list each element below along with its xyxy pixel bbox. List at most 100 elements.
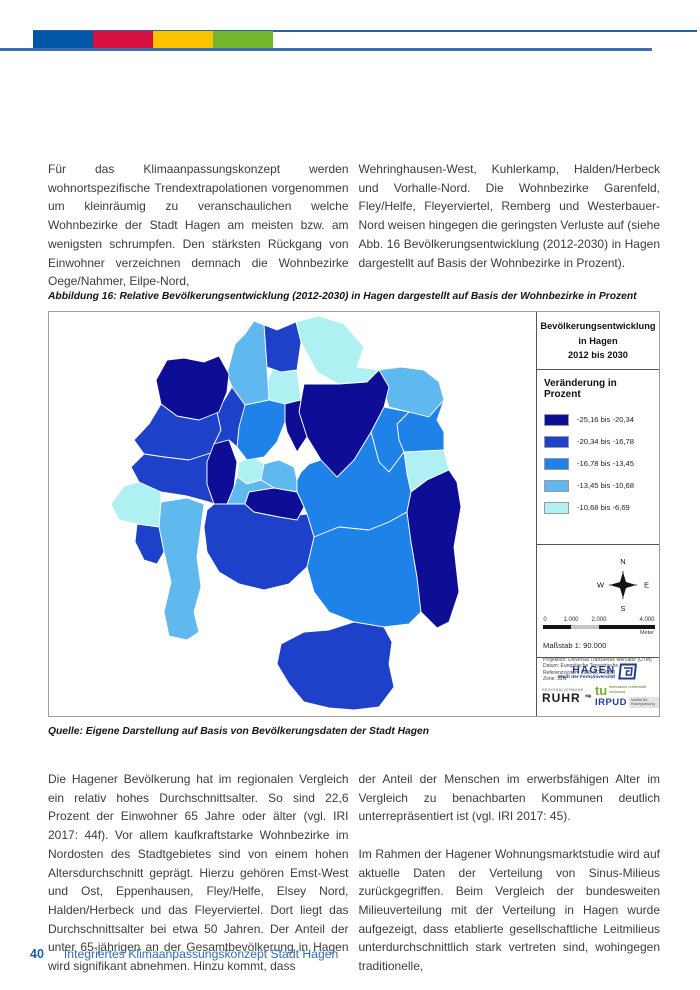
legend-swatch (544, 413, 569, 426)
figure-map: Bevölkerungsentwicklung in Hagen 2012 bi… (48, 311, 660, 717)
district-polygon (206, 439, 238, 505)
logo-section: HAGEN Stadt der FernUniversität REGIONAL… (537, 658, 659, 716)
projection-line: Projektion: Universal Transverse Mercato… (543, 656, 652, 663)
color-block-yellow (153, 31, 213, 48)
color-block-blue (33, 31, 93, 48)
header-rule (0, 48, 652, 51)
hagen-logo: HAGEN Stadt der FernUniversität (537, 663, 659, 681)
scale-ticks: 0 1.000 2.000 4.000 (543, 617, 654, 625)
compass-west-label: W (597, 580, 605, 589)
scale-tick: 4.000 (639, 616, 655, 623)
legend-swatch (544, 501, 569, 514)
legend-heading: Veränderung in Prozent (544, 377, 617, 400)
page-number: 40 (30, 947, 44, 961)
color-block-green (213, 31, 273, 48)
legend-item: -16,78 bis -13,45 (544, 453, 652, 475)
header-thin-rule (33, 30, 697, 32)
paragraph: der Anteil der Menschen im erwerbsfähige… (358, 772, 661, 824)
paragraph: Die Hagener Bevölkerung hat im regionale… (48, 772, 349, 974)
compass-star-icon (608, 570, 638, 599)
paragraph: Wehringhausen-West, Kuhlerkamp, Halden/H… (358, 162, 661, 270)
district-polygon (158, 497, 205, 641)
tu-irpud-logos: tu technische universität dortmund IRPUD… (594, 683, 659, 708)
page-footer: 40 Integriertes Klimaanpassungskonzept S… (30, 947, 338, 961)
legend-label: -20,34 bis -16,78 (577, 437, 634, 446)
scale-tick: 2.000 (591, 616, 607, 623)
scale-segment (599, 624, 655, 629)
scale-unit: Meter (639, 629, 654, 636)
hagen-district-map (110, 315, 462, 711)
choropleth-map (49, 312, 536, 716)
compass-north-label: N (620, 556, 626, 566)
body-paragraphs: Die Hagener Bevölkerung hat im regionale… (48, 770, 660, 976)
intro-paragraphs: Für das Klimaanpassungskonzept werden wo… (48, 160, 660, 291)
legend-label: -10,68 bis -6,69 (577, 503, 630, 512)
district-polygon (253, 320, 302, 373)
legend-swatch (544, 435, 569, 448)
footer-title: Integriertes Klimaanpassungskonzept Stad… (63, 947, 339, 961)
map-side-panel: Bevölkerungsentwicklung in Hagen 2012 bi… (536, 312, 659, 716)
projection-info: Projektion: Universal Transverse Mercato… (543, 657, 655, 683)
district-polygon (203, 503, 315, 591)
paragraph: Für das Klimaanpassungskonzept werden wo… (48, 162, 349, 289)
header-color-blocks (33, 31, 273, 48)
map-title-line2: 2012 bis 2030 (568, 350, 628, 360)
rvr-logo-name: RUHR (542, 691, 581, 706)
legend-item: -20,34 bis -16,78 (544, 431, 652, 453)
legend-label: -25,16 bis -20,34 (577, 415, 634, 424)
partner-logos: REGIONALVERBAND RUHR tu technische unive… (537, 683, 659, 708)
scale-text: Maßstab 1: 90.000 (543, 640, 607, 650)
color-block-red (93, 31, 153, 48)
paragraph: Im Rahmen der Hagener Wohnungsmarktstudi… (358, 846, 661, 974)
rvr-logo: REGIONALVERBAND RUHR (542, 687, 584, 706)
compass-east-label: E (643, 580, 649, 589)
district-polygon (155, 355, 230, 421)
hagen-logo-text: HAGEN Stadt der FernUniversität (557, 663, 616, 680)
scale-bar-segments (543, 624, 655, 629)
map-title-line1: Bevölkerungsentwicklung in Hagen (540, 321, 656, 346)
irpud-logo: IRPUD Institut für Raumplanung (595, 697, 659, 708)
projection-line: Datum: Europäische Terrestrische Referen… (543, 663, 619, 676)
scale-segment (571, 624, 599, 629)
scale-tick: 0 (543, 616, 547, 623)
rvr-blob-icon (584, 694, 592, 699)
legend-item: -25,16 bis -20,34 (544, 409, 652, 431)
scale-tick: 1.000 (563, 616, 579, 623)
legend-swatch (544, 479, 569, 492)
tu-logo-name: tu (594, 683, 608, 698)
irpud-logo-subtitle: Institut für Raumplanung (629, 697, 659, 708)
district-polygon (284, 399, 308, 453)
rvr-logo-top: REGIONALVERBAND (542, 687, 584, 692)
scale-bar: 0 1.000 2.000 4.000 Meter (543, 617, 655, 636)
district-polygon (276, 621, 395, 711)
legend-label: -16,78 bis -13,45 (577, 459, 634, 468)
hagen-square-icon (618, 663, 638, 680)
map-title: Bevölkerungsentwicklung in Hagen 2012 bi… (537, 312, 659, 370)
tu-logo: tu technische universität dortmund (594, 683, 659, 698)
irpud-logo-name: IRPUD (594, 696, 627, 708)
district-polygon (295, 315, 380, 385)
body-left-column: Die Hagener Bevölkerung hat im regionale… (48, 770, 349, 976)
hagen-logo-name: HAGEN (572, 663, 616, 676)
legend-label: -13,45 bis -10,68 (577, 481, 634, 490)
district-polygon (134, 523, 165, 565)
body-right-column: der Anteil der Menschen im erwerbsfähige… (359, 770, 661, 976)
projection-line: Zone: 32N (543, 676, 567, 683)
map-meta-section: N W E S 0 1.000 2.000 4.000 (537, 545, 659, 682)
district-polygon (406, 469, 462, 629)
figure-source: Quelle: Eigene Darstellung auf Basis von… (48, 726, 430, 737)
compass-south-label: S (620, 603, 626, 613)
legend-item: -10,68 bis -6,69 (544, 497, 652, 519)
legend-swatch (544, 457, 569, 470)
district-polygon (213, 386, 246, 448)
district-polygon (244, 487, 305, 521)
hagen-logo-subtitle: Stadt der FernUniversität (557, 674, 616, 680)
intro-right-column: Wehringhausen-West, Kuhlerkamp, Halden/H… (359, 160, 661, 291)
compass-rose: N W E S (597, 556, 649, 613)
tu-logo-subtitle: technische universität dortmund (609, 685, 646, 694)
intro-left-column: Für das Klimaanpassungskonzept werden wo… (48, 160, 349, 291)
map-legend: Veränderung in Prozent -25,16 bis -20,34… (537, 370, 659, 545)
figure-caption: Abbildung 16: Relative Bevölkerungsentwi… (48, 291, 637, 302)
district-polygon (266, 367, 302, 405)
